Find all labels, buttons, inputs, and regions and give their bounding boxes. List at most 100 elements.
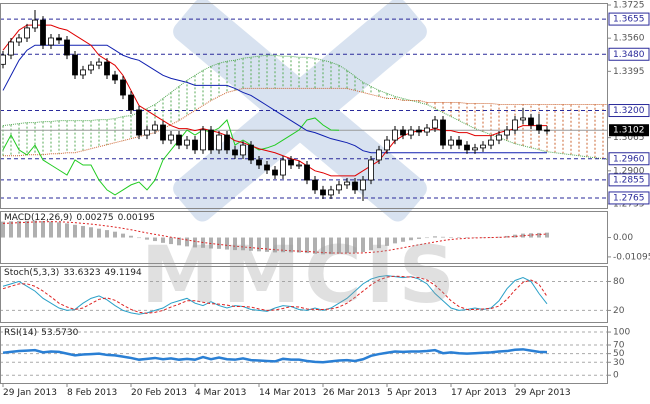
tenkan-line [2,24,547,177]
x-tick-label: 14 Mar 2013 [259,388,316,398]
candle-body [144,129,150,136]
logo-stroke [173,0,427,222]
macd-bar [545,232,549,238]
macd-bar [345,237,349,254]
level-label: 1.3200 [613,106,645,116]
macd-bar [297,237,301,253]
candle-body [416,129,422,133]
macd-bar [241,237,245,251]
candle-body [136,109,142,136]
candle-body [464,144,470,151]
candle-body [328,189,334,196]
candle-body [104,61,110,76]
candle-body [480,144,486,149]
level-box [608,173,650,187]
macd-bar [361,237,365,253]
candle-body [168,134,174,141]
level-box [608,104,650,118]
macd-bar [73,224,77,238]
macd-bar [121,233,125,238]
macd-bar [409,237,413,241]
y-tick-label: 1.2735 [613,199,645,209]
y-tick-label: 100 [613,328,630,338]
x-tick-label: 29 Apr 2013 [515,388,571,398]
macd-bar [353,237,357,253]
macd-bar [41,221,45,238]
y-tick-label: 50 [613,349,625,359]
macd-bar [265,237,269,252]
macd-bar [537,232,541,238]
candle-body [48,37,54,46]
candle-body [496,134,502,141]
candle-body [456,139,462,146]
macd-bar [169,237,173,245]
indicator-value: Stoch(5,3,3) [4,268,59,278]
macd-bar [65,223,69,238]
candle-body [120,79,126,96]
macd-bar [105,230,109,238]
level-box [608,191,650,205]
level-label: 1.3480 [613,50,645,60]
macd-bar [529,233,533,238]
macd-bar [17,220,21,238]
candle-body [24,27,30,39]
candle-body [208,129,214,151]
x-tick-label: 5 Apr 2013 [387,388,437,398]
candle-body [296,164,302,167]
candle-body [288,159,294,166]
candle-body [528,117,534,126]
candle-body [184,139,190,146]
x-tick-label: 26 Mar 2013 [323,388,380,398]
indicator-label: RSI(14) 53.5730 [4,328,79,338]
macd-bar [513,234,517,238]
macd-bar [217,237,221,249]
panel-frame [0,266,608,323]
macd-bar [193,237,197,248]
y-tick-label: 1.3395 [613,67,645,77]
x-tick-label: 8 Feb 2013 [67,388,117,398]
watermark: MMCIS [141,231,459,321]
candle-body [0,54,6,65]
macd-bar [137,237,141,239]
macd-bar [385,237,389,246]
indicator-value: 53.5730 [41,328,78,338]
panel-frame [0,211,608,264]
candle-body [224,134,230,151]
panel-frame [0,326,608,384]
candle-body [56,37,62,41]
last-price-box [609,124,649,137]
y-tick-label: 30 [613,358,625,368]
level-label: 1.3655 [613,15,645,25]
macd-bar [89,227,93,238]
y-tick-label: 20 [613,306,625,316]
candle-body [488,139,494,146]
macd-bar [249,237,253,251]
y-tick-label: -0.01095 [613,252,650,262]
macd-bar [305,237,309,254]
macd-bar [473,237,477,239]
x-tick-label: 4 Mar 2013 [195,388,246,398]
level-box [608,47,650,61]
macd-bar [145,237,149,240]
logo [173,0,427,222]
macd-bar [257,237,261,252]
indicator-label: MACD(12,26,9) 0.00275 0.00195 [4,213,155,223]
candle-body [544,129,550,132]
level-label: 1.2855 [613,175,645,185]
x-tick-label: 20 Feb 2013 [131,388,187,398]
candle-body [200,129,206,151]
macd-bar [433,236,437,238]
macd-bar [113,231,117,238]
indicator-value: 0.00275 [76,213,113,223]
candle-body [320,189,326,196]
macd-bar [369,237,373,251]
candle-body [344,181,350,186]
macd-bar [153,237,157,242]
macd-bar [393,237,397,244]
macd-bar [289,237,293,253]
candle-body [440,119,446,146]
x-tick-label: 17 Apr 2013 [451,388,507,398]
macd-bar [417,237,421,239]
candle-body [280,159,286,176]
macd-bar [481,237,485,239]
